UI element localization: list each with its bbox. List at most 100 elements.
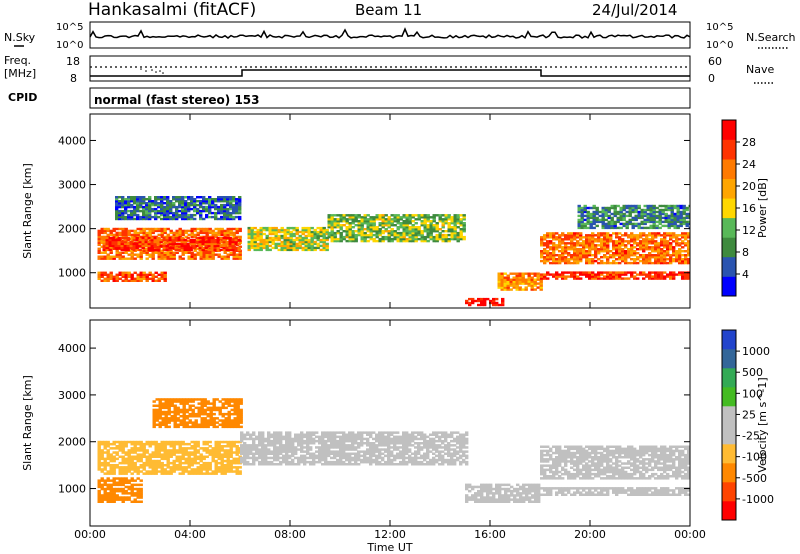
heatmap-cell (289, 238, 293, 242)
heatmap-cell (267, 463, 271, 466)
heatmap-cell (369, 231, 373, 235)
heatmap-cell (112, 457, 116, 461)
heatmap-cell (313, 234, 317, 238)
heatmap-cell (208, 198, 212, 201)
heatmap-cell (175, 215, 179, 219)
heatmap-cell (214, 233, 218, 237)
heatmap-cell (172, 231, 176, 235)
heatmap-cell (220, 217, 224, 221)
heatmap-cell (133, 231, 137, 235)
heatmap-cell (255, 452, 259, 455)
heatmap-cell (621, 250, 625, 253)
heatmap-cell (139, 279, 143, 282)
heatmap-cell (252, 458, 256, 462)
heatmap-cell (300, 442, 304, 445)
heatmap-cell (289, 246, 293, 250)
heatmap-cell (259, 230, 263, 234)
heatmap-cell (226, 203, 230, 207)
heatmap-cell (160, 233, 164, 237)
heatmap-cell (238, 207, 242, 211)
heatmap-cell (456, 226, 460, 229)
heatmap-cell (235, 203, 239, 207)
heatmap-cell (447, 446, 451, 449)
heatmap-cell (615, 248, 619, 251)
heatmap-cell (426, 228, 430, 231)
heatmap-cell (384, 220, 388, 223)
heatmap-cell (202, 229, 206, 233)
heatmap-cell (579, 238, 583, 241)
heatmap-cell (589, 212, 593, 216)
heatmap-cell (109, 464, 113, 467)
heatmap-cell (561, 242, 565, 245)
heatmap-cell (663, 271, 667, 274)
heatmap-cell (214, 235, 218, 239)
heatmap-cell (117, 242, 121, 246)
heatmap-cell (100, 255, 104, 258)
heatmap-cell (378, 218, 382, 221)
heatmap-cell (133, 461, 137, 465)
heatmap-cell (577, 218, 581, 222)
heatmap-cell (130, 275, 134, 278)
heatmap-cell (399, 456, 403, 460)
heatmap-cell (372, 448, 376, 451)
heatmap-cell (235, 470, 239, 473)
heatmap-cell (276, 454, 280, 458)
heatmap-cell (432, 439, 436, 443)
heatmap-cell (202, 251, 206, 254)
heatmap-cell (120, 236, 124, 240)
heatmap-cell (297, 442, 301, 445)
freq-tick-bottom: 8 (70, 72, 77, 85)
heatmap-cell (456, 235, 460, 239)
heatmap-cell (649, 216, 653, 220)
heatmap-cell (282, 448, 286, 451)
heatmap-cell (100, 442, 104, 446)
heatmap-cell (178, 209, 182, 213)
heatmap-cell (253, 230, 257, 234)
heatmap-cell (453, 439, 457, 443)
heatmap-cell (130, 233, 134, 237)
heatmap-cell (109, 470, 113, 473)
heatmap-cell (154, 279, 158, 282)
heatmap-cell (223, 453, 227, 456)
heatmap-cell (166, 202, 170, 205)
heatmap-cell (564, 261, 568, 265)
heatmap-cell (300, 458, 304, 462)
heatmap-cell (273, 458, 277, 462)
heatmap-cell (606, 244, 610, 247)
heatmap-cell (291, 446, 295, 449)
heatmap-cell (319, 234, 323, 238)
heatmap-cell (258, 444, 262, 447)
heatmap-cell (175, 449, 179, 452)
heatmap-cell (142, 461, 146, 465)
heatmap-cell (168, 246, 172, 250)
heatmap-cell (670, 208, 674, 212)
heatmap-cell (333, 460, 337, 464)
heatmap-cell (300, 456, 304, 460)
heatmap-cell (390, 220, 394, 223)
heatmap-cell (166, 203, 170, 207)
heatmap-cell (133, 449, 137, 452)
heatmap-cell (148, 211, 152, 215)
heatmap-cell (577, 210, 581, 214)
heatmap-cell (294, 446, 298, 449)
heatmap-cell (100, 231, 104, 235)
heatmap-cell (330, 228, 334, 231)
heatmap-cell (426, 452, 430, 455)
heatmap-cell (232, 200, 236, 203)
heatmap-cell (512, 278, 516, 281)
heatmap-cell (411, 444, 415, 447)
heatmap-cell (435, 233, 439, 237)
heatmap-cell (570, 238, 574, 241)
heatmap-cell (246, 460, 250, 464)
heatmap-cell (121, 257, 125, 260)
heatmap-cell (127, 271, 131, 274)
heatmap-cell (187, 451, 191, 454)
heatmap-cell (306, 460, 310, 464)
heatmap-cell (153, 240, 157, 244)
heatmap-cell (600, 256, 604, 259)
heatmap-cell (139, 257, 143, 260)
heatmap-cell (163, 198, 167, 201)
heatmap-cell (640, 216, 644, 220)
heatmap-cell (198, 244, 202, 248)
